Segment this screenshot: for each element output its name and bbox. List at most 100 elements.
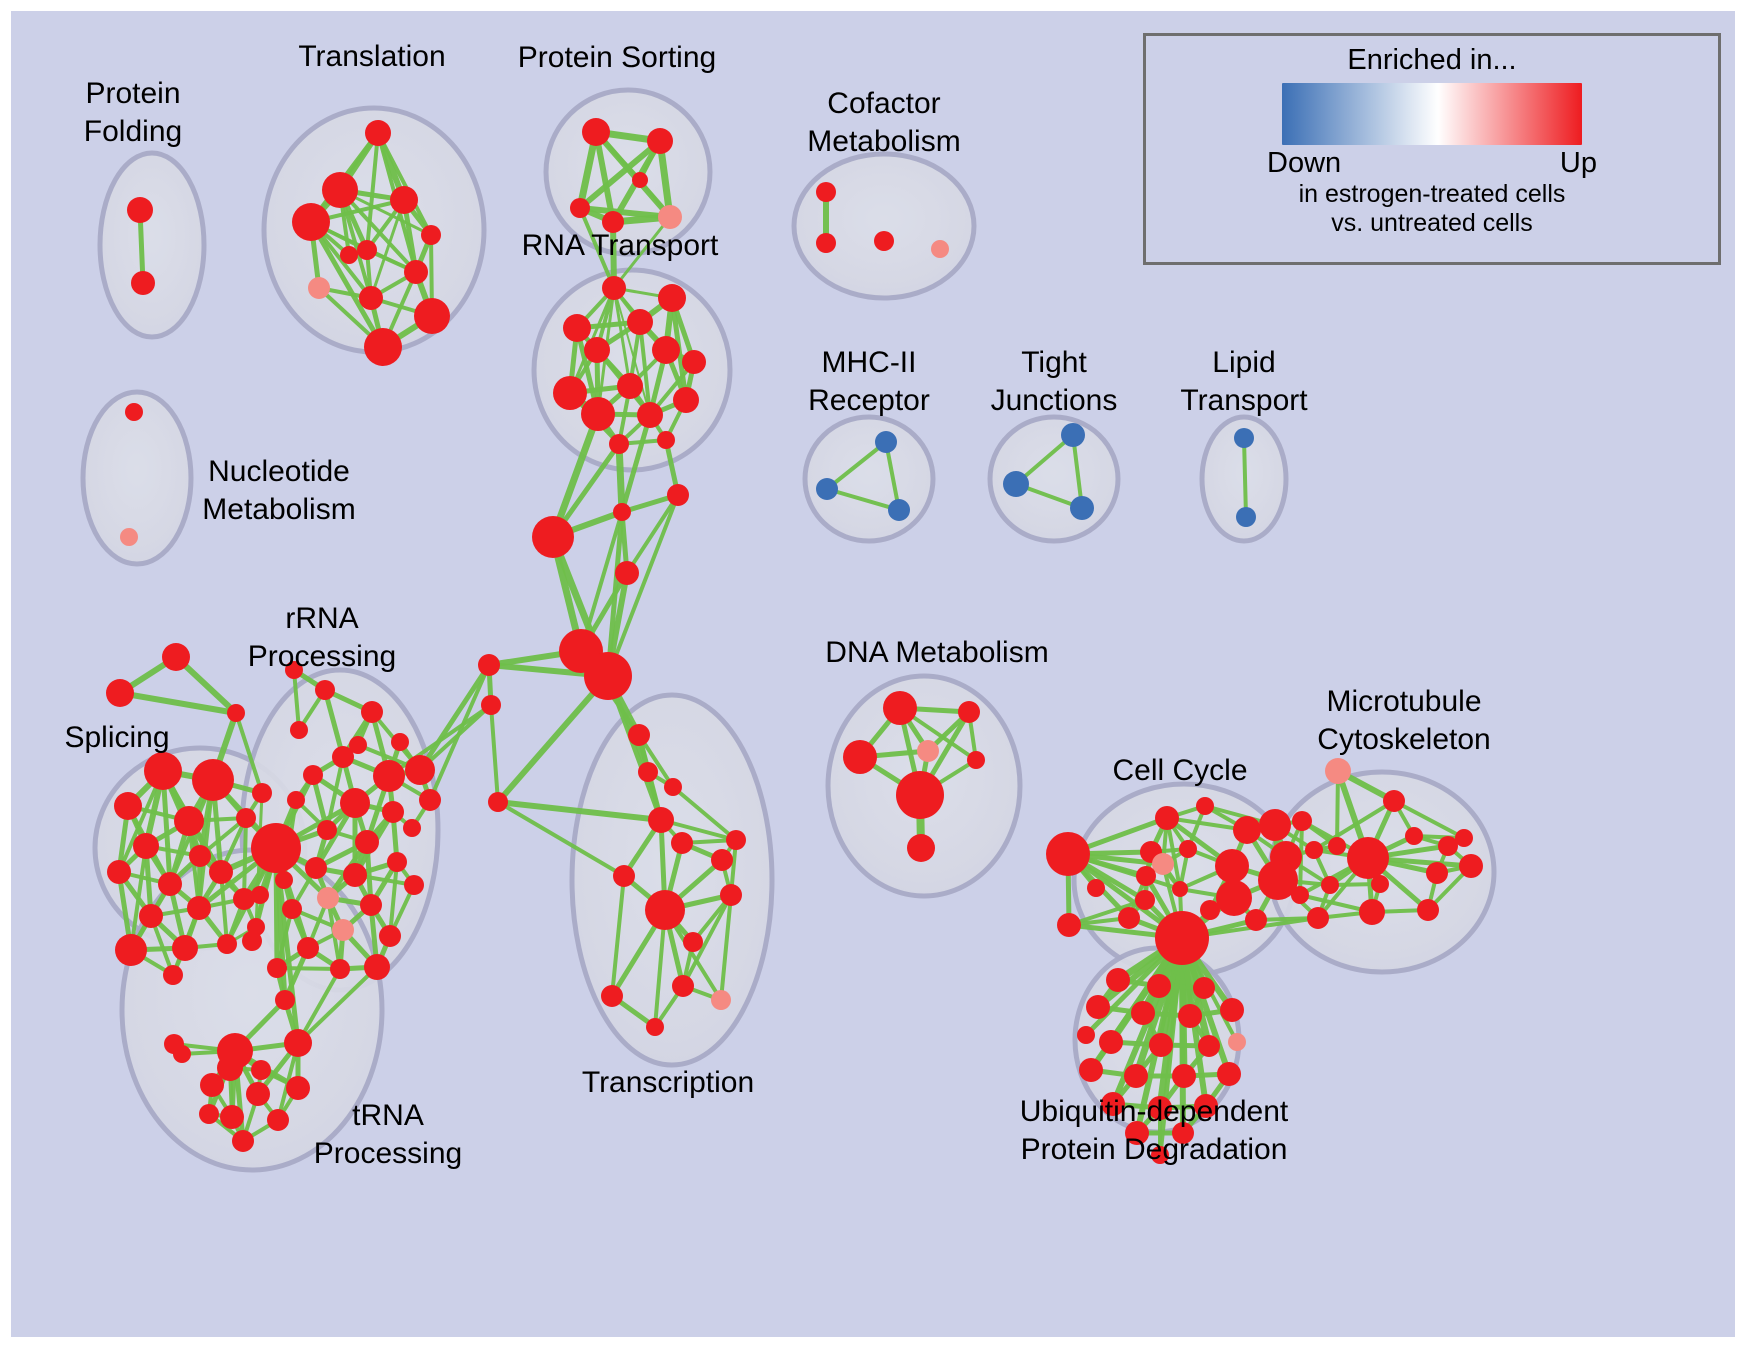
network-node[interactable] (317, 820, 337, 840)
network-node[interactable] (107, 860, 131, 884)
network-node[interactable] (652, 336, 680, 364)
network-node[interactable] (330, 959, 350, 979)
network-node[interactable] (581, 397, 615, 431)
network-node[interactable] (907, 834, 935, 862)
network-node[interactable] (1070, 496, 1094, 520)
network-node[interactable] (373, 760, 405, 792)
network-node[interactable] (1155, 806, 1179, 830)
network-node[interactable] (251, 823, 301, 873)
network-node[interactable] (1196, 797, 1214, 815)
network-node[interactable] (645, 890, 685, 930)
network-node[interactable] (172, 935, 198, 961)
cluster-hull-cofactor-metabolism[interactable] (791, 151, 977, 301)
network-node[interactable] (340, 788, 370, 818)
network-node[interactable] (387, 852, 407, 872)
network-node[interactable] (711, 990, 731, 1010)
network-node[interactable] (1455, 829, 1473, 847)
network-node[interactable] (308, 277, 330, 299)
network-node[interactable] (488, 792, 508, 812)
network-node[interactable] (1292, 811, 1312, 831)
network-node[interactable] (958, 701, 980, 723)
network-node[interactable] (1152, 853, 1174, 875)
network-node[interactable] (382, 801, 404, 823)
network-node[interactable] (332, 746, 354, 768)
network-node[interactable] (189, 845, 211, 867)
network-node[interactable] (931, 240, 949, 258)
network-node[interactable] (648, 807, 674, 833)
network-node[interactable] (1087, 879, 1105, 897)
network-node[interactable] (282, 899, 302, 919)
network-node[interactable] (1216, 880, 1252, 916)
network-node[interactable] (267, 1109, 289, 1131)
network-node[interactable] (1233, 816, 1261, 844)
network-node[interactable] (1125, 1121, 1149, 1145)
network-node[interactable] (667, 484, 689, 506)
network-node[interactable] (1417, 899, 1439, 921)
network-node[interactable] (1106, 968, 1130, 992)
network-node[interactable] (1135, 890, 1155, 910)
network-node[interactable] (657, 431, 675, 449)
network-node[interactable] (379, 925, 401, 947)
network-node[interactable] (340, 246, 358, 264)
network-node[interactable] (874, 231, 894, 251)
network-node[interactable] (332, 919, 354, 941)
network-node[interactable] (664, 778, 682, 796)
network-node[interactable] (1118, 907, 1140, 929)
network-node[interactable] (883, 691, 917, 725)
network-node[interactable] (361, 701, 383, 723)
network-node[interactable] (682, 350, 706, 374)
network-node[interactable] (1079, 1058, 1103, 1082)
network-node[interactable] (192, 759, 234, 801)
network-node[interactable] (683, 932, 703, 952)
network-node[interactable] (1179, 840, 1197, 858)
network-node[interactable] (816, 182, 836, 202)
network-node[interactable] (114, 792, 142, 820)
network-node[interactable] (242, 931, 262, 951)
network-node[interactable] (125, 403, 143, 421)
network-node[interactable] (115, 934, 147, 966)
network-node[interactable] (711, 849, 733, 871)
network-node[interactable] (391, 733, 409, 751)
network-node[interactable] (1172, 881, 1188, 897)
network-node[interactable] (726, 830, 746, 850)
network-node[interactable] (602, 211, 624, 233)
network-node[interactable] (1371, 875, 1389, 893)
network-node[interactable] (1124, 1064, 1148, 1088)
network-node[interactable] (1131, 1001, 1155, 1025)
network-node[interactable] (1426, 862, 1448, 884)
network-node[interactable] (357, 240, 377, 260)
network-node[interactable] (1459, 854, 1483, 878)
network-node[interactable] (355, 830, 379, 854)
network-node[interactable] (1359, 899, 1385, 925)
network-node[interactable] (1217, 1062, 1241, 1086)
network-node[interactable] (646, 1018, 664, 1036)
network-node[interactable] (1151, 1146, 1169, 1164)
network-node[interactable] (173, 1045, 191, 1063)
network-node[interactable] (671, 832, 693, 854)
network-node[interactable] (843, 740, 877, 774)
network-node[interactable] (553, 376, 587, 410)
network-node[interactable] (343, 863, 367, 887)
network-node[interactable] (1099, 1030, 1123, 1054)
network-node[interactable] (1200, 900, 1220, 920)
network-node[interactable] (120, 528, 138, 546)
network-node[interactable] (1307, 907, 1329, 929)
network-node[interactable] (582, 118, 610, 146)
network-node[interactable] (658, 205, 682, 229)
network-node[interactable] (1193, 977, 1215, 999)
network-node[interactable] (403, 819, 421, 837)
network-node[interactable] (284, 1029, 312, 1057)
network-node[interactable] (303, 765, 323, 785)
network-node[interactable] (236, 808, 256, 828)
network-node[interactable] (1086, 995, 1110, 1019)
network-node[interactable] (1321, 876, 1339, 894)
network-node[interactable] (1305, 841, 1323, 859)
network-node[interactable] (1383, 790, 1405, 812)
network-node[interactable] (601, 985, 623, 1007)
network-node[interactable] (1328, 837, 1346, 855)
network-node[interactable] (888, 499, 910, 521)
network-node[interactable] (1061, 423, 1085, 447)
network-node[interactable] (1172, 1122, 1194, 1144)
network-node[interactable] (187, 896, 211, 920)
network-node[interactable] (267, 958, 287, 978)
